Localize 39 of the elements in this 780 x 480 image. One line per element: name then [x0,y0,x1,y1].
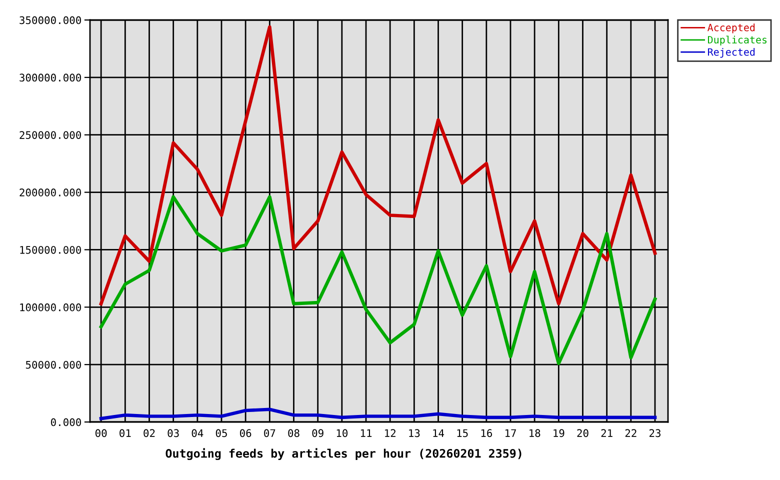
x-tick-label: 07 [264,429,276,438]
y-tick-label: 350000.000 [20,16,81,24]
x-tick-label: 23 [649,429,660,438]
x-tick-label: 01 [120,429,131,438]
y-tick-label: 200000.000 [20,188,81,196]
x-tick-label: 00 [95,429,107,438]
y-tick-label: 100000.000 [20,303,81,312]
x-tick-label: 22 [625,429,636,437]
x-tick-label: 05 [216,429,227,438]
legend-label: Rejected [708,48,755,58]
y-tick-label: 50000.000 [26,360,81,369]
y-tick-label: 150000.000 [20,246,81,254]
x-tick-label: 06 [240,429,252,438]
legend-label: Accepted [708,24,755,34]
x-tick-label: 17 [505,429,516,437]
legend-label: Duplicates [708,36,767,46]
x-tick-label: 04 [192,429,204,438]
line-series [99,408,657,420]
y-tick-label: 0.000 [50,418,81,426]
line-series [99,195,657,366]
x-tick-label: 15 [457,429,468,438]
x-tick-label: 09 [312,429,324,438]
x-tick-label: 13 [409,429,420,438]
x-tick-label: 20 [577,429,588,438]
x-axis-title: Outgoing feeds by articles per hour (20260201 2359) [166,448,522,460]
x-tick-label: 10 [336,429,348,438]
x-tick-label: 19 [554,429,564,438]
line-series [99,25,657,306]
y-tick-label: 250000.000 [20,131,81,139]
x-tick-label: 18 [530,429,540,438]
x-tick-label: 14 [433,429,444,437]
x-tick-label: 11 [360,429,372,437]
x-tick-label: 08 [288,429,300,438]
x-tick-label: 12 [385,429,396,437]
y-tick-label: 300000.000 [20,74,81,82]
x-tick-label: 21 [601,429,612,437]
x-tick-label: 02 [144,429,155,438]
x-tick-label: 16 [481,429,492,438]
x-tick-label: 03 [168,429,179,438]
